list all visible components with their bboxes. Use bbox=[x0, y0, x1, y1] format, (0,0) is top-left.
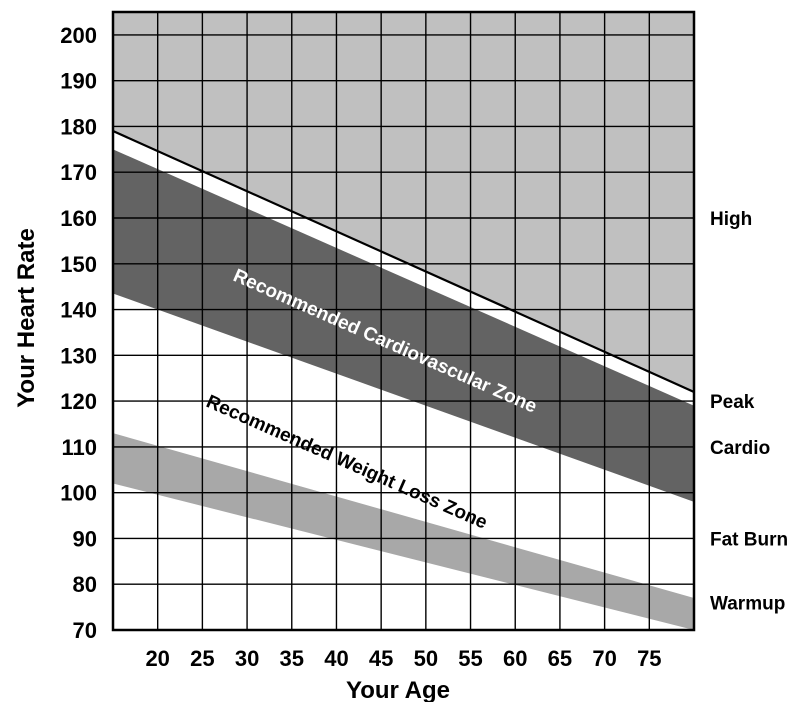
zone-label-cardio: Cardio bbox=[710, 438, 770, 459]
y-tick-label: 150 bbox=[60, 252, 97, 277]
x-tick-label: 60 bbox=[503, 646, 527, 671]
high-zone-area bbox=[113, 12, 694, 392]
zone-labels: High Peak Cardio Fat Burn Warmup bbox=[710, 209, 788, 615]
x-axis-ticks: 20 25 30 35 40 45 50 55 60 65 70 75 bbox=[145, 646, 661, 671]
plot-area bbox=[113, 12, 694, 630]
y-tick-label: 120 bbox=[60, 389, 97, 414]
y-tick-label: 200 bbox=[60, 23, 97, 48]
y-tick-label: 140 bbox=[60, 298, 97, 323]
weight-loss-zone-band bbox=[113, 433, 694, 630]
zone-label-peak: Peak bbox=[710, 392, 755, 413]
x-axis-title: Your Age bbox=[346, 677, 450, 702]
y-tick-label: 130 bbox=[60, 343, 97, 368]
grid bbox=[113, 12, 694, 631]
zone-label-fat-burn: Fat Burn bbox=[710, 529, 788, 550]
x-tick-label: 75 bbox=[637, 646, 661, 671]
max-line-layer bbox=[112, 130, 695, 393]
x-tick-label: 25 bbox=[190, 646, 214, 671]
y-axis-ticks: 70 80 90 100 110 120 130 140 150 160 170 180 190 200 bbox=[60, 23, 97, 643]
max-heart-rate-line bbox=[112, 130, 695, 393]
zone-label-warmup: Warmup bbox=[710, 594, 785, 615]
x-tick-label: 50 bbox=[414, 646, 438, 671]
cardiovascular-zone-band bbox=[113, 149, 694, 502]
y-tick-label: 180 bbox=[60, 114, 97, 139]
x-tick-label: 65 bbox=[548, 646, 572, 671]
y-axis-title: Your Heart Rate bbox=[13, 228, 40, 408]
y-tick-label: 110 bbox=[62, 435, 98, 460]
y-tick-label: 100 bbox=[60, 481, 97, 506]
zone-label-high: High bbox=[710, 209, 752, 230]
x-tick-label: 30 bbox=[235, 646, 259, 671]
plot-border bbox=[111, 10, 696, 632]
x-tick-label: 40 bbox=[324, 646, 348, 671]
x-tick-label: 45 bbox=[369, 646, 393, 671]
x-tick-label: 55 bbox=[458, 646, 482, 671]
y-tick-label: 160 bbox=[60, 206, 97, 231]
y-tick-label: 90 bbox=[73, 526, 97, 551]
y-tick-label: 70 bbox=[73, 618, 97, 643]
y-tick-label: 190 bbox=[60, 69, 97, 94]
x-tick-label: 20 bbox=[145, 646, 169, 671]
y-tick-label: 170 bbox=[60, 160, 97, 185]
x-tick-label: 35 bbox=[280, 646, 304, 671]
y-tick-label: 80 bbox=[73, 572, 97, 597]
x-tick-label: 70 bbox=[592, 646, 616, 671]
plot-frame bbox=[111, 10, 696, 632]
